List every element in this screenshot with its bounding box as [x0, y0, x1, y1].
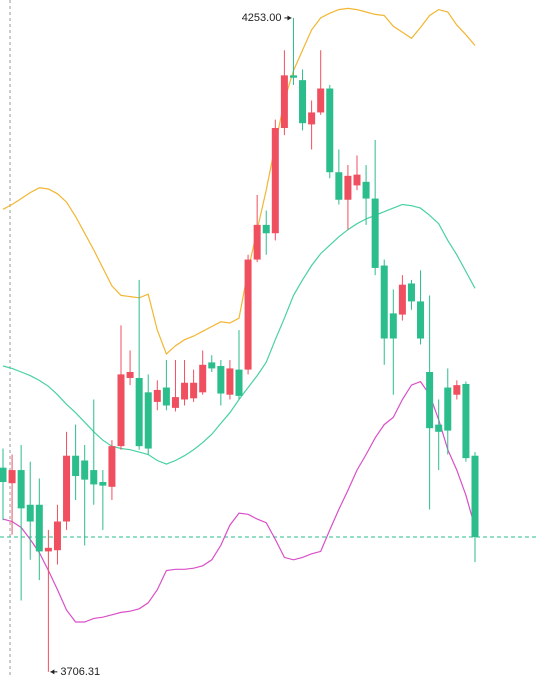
candle-body [426, 371, 434, 429]
candle-body [371, 198, 379, 268]
band-line [2, 380, 476, 623]
candle-body [471, 455, 479, 538]
candle-body [444, 387, 452, 431]
candle-body [235, 369, 243, 396]
band-line [2, 7, 476, 356]
candle-body [17, 470, 25, 509]
candle-body [407, 283, 415, 302]
candle-body [199, 364, 207, 393]
candle-body [162, 387, 170, 406]
candle-body [453, 385, 461, 395]
candle-body [308, 112, 316, 125]
candle-body [81, 460, 89, 480]
candle-body [280, 75, 288, 128]
candle-body [289, 75, 297, 78]
candle-body [344, 175, 352, 200]
candle-body [72, 455, 80, 477]
candle-body [226, 368, 234, 395]
candle-body [35, 504, 43, 552]
candle-body [144, 392, 152, 449]
candle-body [435, 424, 443, 432]
candle-body [217, 366, 225, 394]
candle-body [389, 313, 397, 339]
candle-body [171, 397, 179, 408]
candle-body [53, 521, 61, 551]
candle-body [44, 547, 52, 552]
arrow-head [287, 15, 292, 21]
candle-body [208, 362, 216, 369]
low-label: 3706.31 [60, 666, 100, 677]
candle-body [380, 265, 388, 339]
candle-body [0, 467, 7, 483]
candle-body [335, 172, 343, 200]
candle-body [8, 470, 16, 484]
candle-body [299, 80, 307, 124]
candle-body [253, 224, 261, 260]
candle-body [353, 174, 361, 186]
candle-body [26, 504, 34, 522]
high-label: 4253.00 [242, 12, 282, 24]
candle-body [317, 88, 325, 113]
candle-body [462, 383, 470, 459]
candle-body [362, 181, 370, 199]
candle-body [135, 377, 143, 447]
candle-body [326, 88, 334, 173]
candle-body [262, 224, 270, 234]
candle-body [244, 259, 252, 370]
candle-body [63, 455, 71, 522]
candle-body [90, 470, 98, 485]
candle-body [117, 374, 125, 447]
candle-body [153, 389, 161, 402]
candle-body [99, 482, 107, 486]
candle-body [190, 382, 198, 399]
candle-body [108, 446, 116, 487]
arrow-head [50, 669, 55, 675]
candle-body [271, 127, 279, 234]
candle-body [126, 371, 134, 378]
candle-body [398, 284, 406, 315]
candle-body [417, 301, 425, 339]
candle-body [181, 382, 189, 400]
